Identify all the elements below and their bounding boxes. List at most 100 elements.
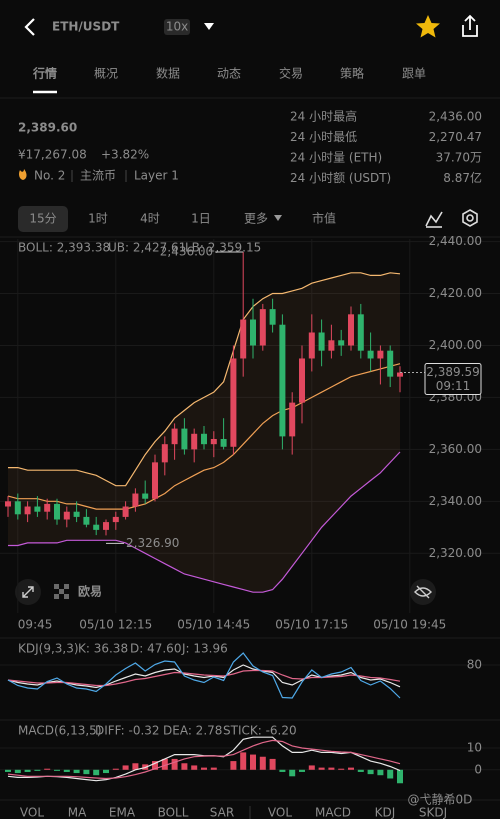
interval-tab[interactable]: 15分 — [29, 212, 56, 226]
candle-body — [230, 358, 237, 447]
indicator-tab[interactable]: SAR — [210, 806, 234, 819]
macd-bar — [161, 758, 168, 770]
share-button[interactable] — [462, 14, 478, 37]
interval-tab[interactable]: 市值 — [312, 211, 336, 226]
kdj-line — [7, 669, 401, 687]
y-tick-label: 2,420.00 — [429, 286, 482, 300]
stat-label: 24 小时额 (USDT) — [290, 171, 391, 185]
indicator-tab[interactable]: VOL — [20, 806, 44, 819]
macd-line — [7, 739, 401, 780]
macd-bar — [348, 767, 354, 770]
macd-bar — [73, 769, 80, 774]
candle-body — [289, 402, 296, 437]
candle-body — [54, 503, 60, 520]
macd-bar — [152, 761, 158, 770]
macd-bar — [397, 769, 403, 784]
macd-bar — [230, 761, 237, 770]
candle-body — [387, 350, 394, 377]
nav-tab[interactable]: 策略 — [340, 66, 364, 81]
indicator-tab[interactable]: EMA — [109, 806, 136, 819]
candle-body — [171, 428, 178, 445]
chart-settings[interactable] — [462, 209, 478, 227]
indicator-tab[interactable]: VOL — [268, 806, 292, 819]
macd-bar — [279, 769, 286, 772]
y-tick-label: 10 — [467, 741, 482, 755]
favorite-star[interactable] — [416, 15, 440, 38]
back-button[interactable] — [24, 18, 35, 36]
indicator-settings[interactable] — [425, 211, 443, 228]
candle-body — [5, 501, 11, 507]
indicator-tab[interactable]: KDJ — [375, 806, 396, 819]
candle-body — [14, 501, 21, 515]
leverage: 10x — [166, 20, 188, 34]
nav-tab[interactable]: 行情 — [32, 66, 57, 81]
nav-tab[interactable]: 数据 — [156, 66, 180, 81]
candle-body — [112, 516, 119, 523]
price-cny: ¥17,267.08 — [18, 148, 87, 162]
candle-body — [318, 332, 325, 351]
pair-title: ETH/USDT — [52, 20, 120, 34]
kdj-line — [7, 652, 401, 699]
y-tick-label: 2,340.00 — [429, 494, 482, 508]
macd-bar — [44, 768, 51, 770]
macd-bar — [201, 767, 207, 770]
interval-active[interactable] — [18, 206, 68, 232]
macd-bar — [338, 768, 345, 770]
nav-tab[interactable]: 概况 — [94, 67, 118, 81]
hide-button[interactable] — [410, 579, 436, 605]
indicator-tab[interactable]: BOLL — [158, 806, 189, 819]
interval-tab[interactable]: 更多 — [244, 212, 268, 226]
logo: 欧易 — [78, 584, 102, 599]
y-tick-label: 2,440.00 — [429, 234, 482, 248]
leverage-badge — [164, 19, 190, 35]
x-tick-label: 05/10 17:15 — [275, 618, 348, 632]
candle-body — [210, 438, 217, 445]
x-tick-label: 05/10 14:45 — [177, 618, 250, 632]
stat-label: 24 小时最低 — [290, 130, 357, 144]
more-dropdown[interactable] — [274, 215, 282, 221]
candle-body — [161, 444, 168, 463]
expand-button[interactable] — [15, 579, 41, 605]
last-price: 2,389.60 — [18, 121, 77, 135]
legend-entry: BOLL: 2,393.38 — [18, 241, 110, 255]
stat-value: 2,270.47 — [429, 130, 482, 144]
kdj-line — [7, 664, 401, 689]
candle-body — [377, 350, 384, 359]
candle-body — [357, 314, 364, 351]
candle-body — [348, 314, 354, 346]
nav-tab[interactable]: 跟单 — [402, 67, 426, 81]
indicator-tab[interactable]: SKDJ — [419, 806, 447, 819]
price-change: +3.82% — [101, 148, 149, 162]
interval-tab[interactable]: 4时 — [140, 212, 160, 226]
candle-body — [259, 309, 266, 346]
pair-dropdown[interactable] — [204, 23, 214, 30]
macd-bar — [367, 769, 374, 775]
stat-value: 37.70万 — [436, 151, 482, 165]
nav-tab[interactable]: 动态 — [217, 67, 241, 81]
stat-value: 8.87亿 — [443, 170, 482, 185]
macd-bar — [318, 767, 325, 770]
legend-entry: D: 47.60 — [130, 642, 181, 656]
legend-entry: DEA: 2.78 — [163, 724, 222, 738]
last-price-tag — [424, 363, 482, 396]
interval-tab[interactable]: 1日 — [191, 212, 211, 226]
indicator-tab[interactable]: MA — [68, 806, 87, 819]
tag: Layer 1 — [134, 169, 179, 183]
candle-body — [63, 511, 70, 520]
legend-entry: LB: 2,359.15 — [185, 241, 261, 255]
indicator-title: KDJ(9,3,3) — [18, 642, 79, 656]
legend-entry: K: 36.38 — [78, 642, 128, 656]
nav-tab[interactable]: 交易 — [279, 66, 303, 81]
legend-entry: UB: 2,427.61 — [108, 241, 186, 255]
candle-body — [24, 506, 31, 515]
interval-tab[interactable]: 1时 — [88, 212, 108, 226]
macd-bar — [210, 767, 217, 770]
macd-bar — [24, 769, 31, 772]
macd-bar — [269, 758, 276, 770]
indicator-tab[interactable]: MACD — [315, 806, 351, 819]
candle-body — [93, 524, 100, 530]
macd-bar — [5, 769, 11, 772]
macd-bar — [83, 769, 90, 775]
candle-body — [201, 433, 207, 445]
